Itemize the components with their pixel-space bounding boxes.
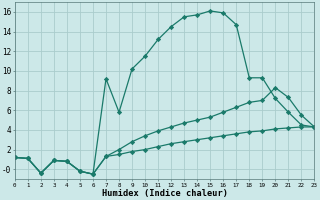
X-axis label: Humidex (Indice chaleur): Humidex (Indice chaleur) [102, 189, 228, 198]
